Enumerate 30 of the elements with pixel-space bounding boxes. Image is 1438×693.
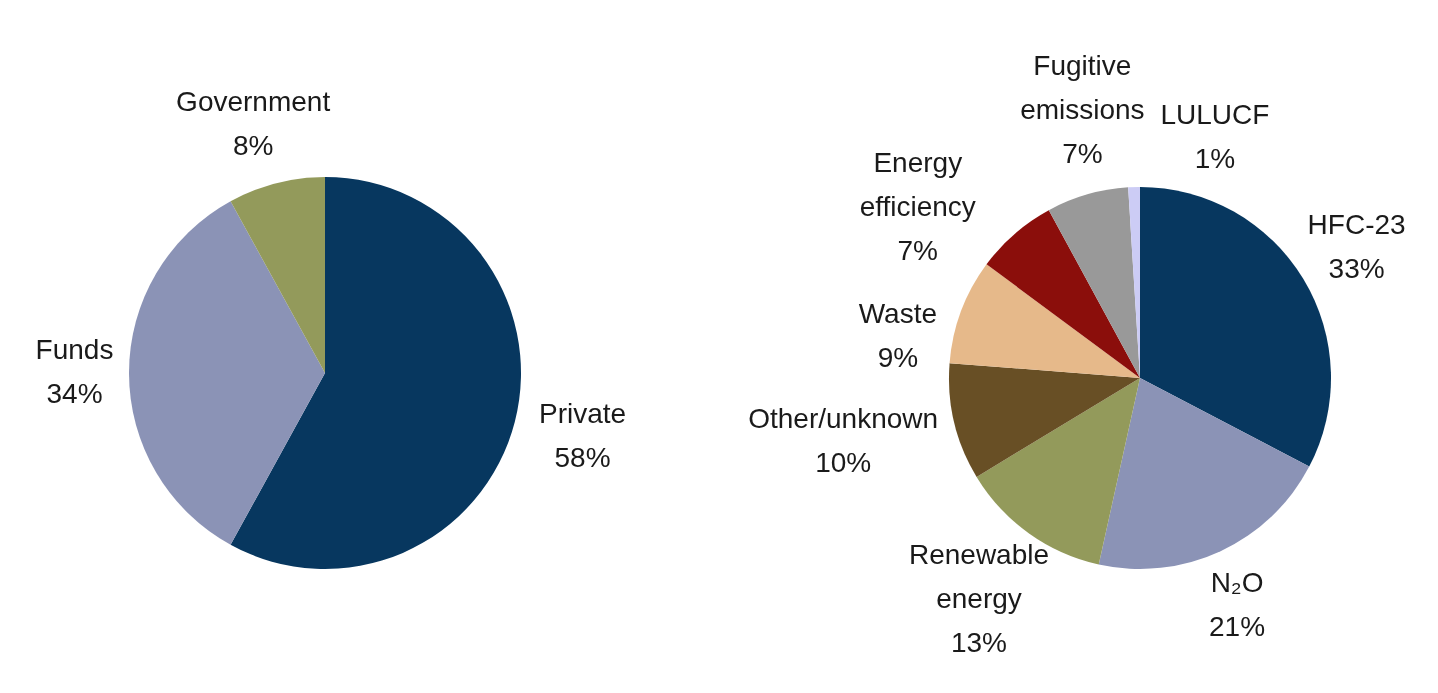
- slice-label: Other/unknown: [748, 403, 939, 435]
- pie-slice: [949, 264, 1140, 378]
- pie-slice: [949, 363, 1140, 477]
- slice-label: Fugitive emissions: [1020, 50, 1145, 126]
- data-label: 7%: [897, 235, 938, 267]
- pie-slice: [230, 177, 325, 373]
- pie-slice: [230, 177, 521, 569]
- pie-slice: [986, 210, 1140, 378]
- slice-label: Energy efficiency: [859, 147, 976, 223]
- data-label: 7%: [1062, 138, 1103, 170]
- slice-label: LULUCF: [1160, 99, 1270, 131]
- slice-label: Waste: [858, 297, 938, 329]
- data-label: 21%: [1209, 610, 1266, 642]
- pie-slice: [129, 201, 325, 545]
- slice-label: Private: [538, 397, 627, 429]
- slice-label: Government: [176, 86, 331, 118]
- data-label: 8%: [232, 130, 274, 162]
- data-label: 1%: [1194, 143, 1236, 175]
- slice-label: N₂O: [1210, 566, 1264, 598]
- data-label: 58%: [554, 441, 611, 473]
- data-label: 33%: [1328, 253, 1385, 285]
- slice-label: HFC-23: [1307, 209, 1406, 241]
- data-label: 13%: [950, 626, 1008, 658]
- pie-slice: [1098, 378, 1310, 569]
- slice-label: Renewable energy: [908, 538, 1050, 614]
- pie-slice: [1048, 187, 1140, 378]
- slice-label: Funds: [35, 334, 114, 365]
- data-label: 10%: [815, 447, 872, 479]
- data-label: 9%: [877, 341, 919, 373]
- data-label: 34%: [46, 378, 103, 409]
